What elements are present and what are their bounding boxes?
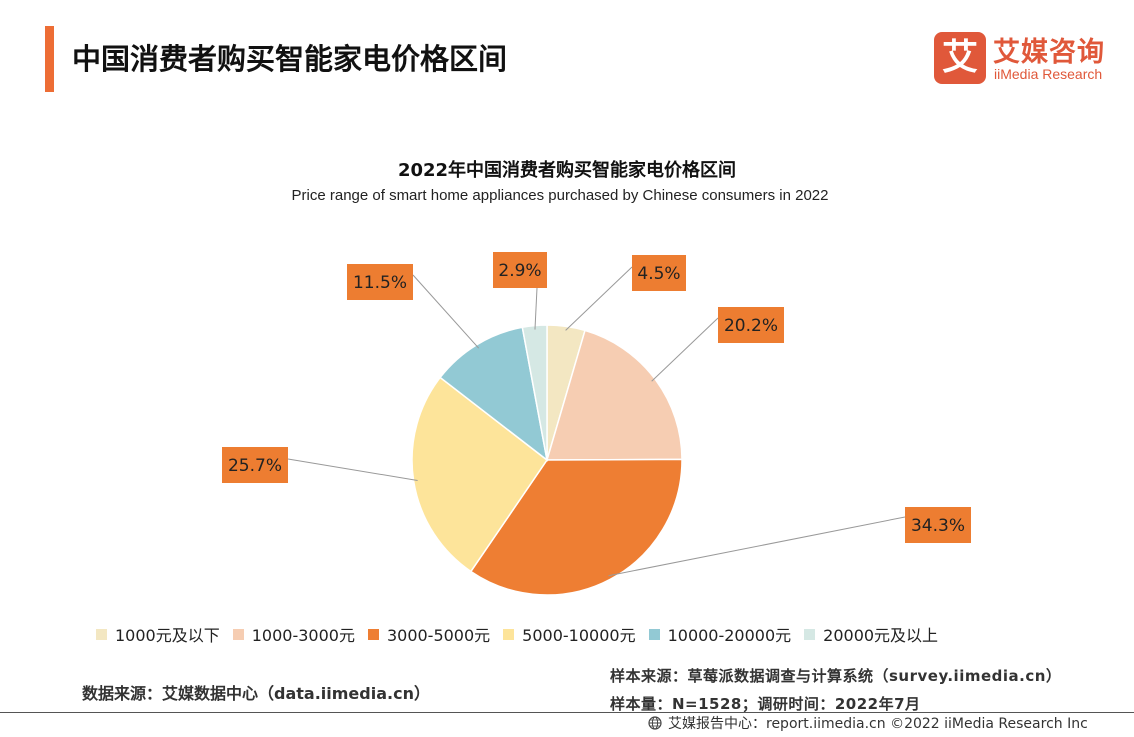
sample-source: 样本来源：草莓派数据调查与计算系统（survey.iimedia.cn） — [610, 667, 1062, 685]
logo-name-cn: 艾媒咨询 — [993, 37, 1105, 68]
data-label-box — [222, 447, 288, 483]
leader-line — [412, 274, 480, 349]
legend-swatch — [804, 628, 816, 640]
legend-item: 10000-20000元 — [648, 622, 792, 646]
legend-label: 5000-10000元 — [522, 626, 636, 645]
data-label: 2.9% — [498, 261, 541, 281]
data-label-box — [718, 307, 784, 343]
legend-label: 1000-3000元 — [251, 626, 355, 645]
pie-slice — [439, 326, 549, 462]
leader-line — [287, 458, 418, 481]
legend-swatch — [367, 628, 379, 640]
data-label-box — [905, 507, 971, 543]
logo-name-en: iiMedia Research — [994, 66, 1103, 82]
legend-swatch — [648, 628, 660, 640]
data-label-box — [347, 264, 413, 300]
chart-title: 2022年中国消费者购买智能家电价格区间 — [397, 160, 737, 181]
legend-swatch — [232, 628, 244, 640]
leader-line — [608, 516, 906, 577]
chart-legend: 1000元及以下 1000-3000元 3000-5000元 5000-10000元 1… — [96, 622, 951, 646]
legend-swatch — [96, 628, 107, 640]
legend-label: 10000-20000元 — [667, 626, 792, 645]
data-label-box — [493, 252, 547, 288]
globe-icon — [648, 716, 662, 730]
leader-line — [651, 317, 719, 382]
legend-swatch — [503, 628, 515, 640]
footer-divider — [0, 712, 1134, 713]
sample-size: 样本量：N=1528；调研时间：2022年7月 — [610, 695, 921, 713]
data-label-box — [632, 255, 686, 291]
data-source: 数据来源：艾媒数据中心（data.iimedia.cn） — [82, 684, 430, 703]
leader-line — [534, 287, 538, 330]
page-title: 中国消费者购买智能家电价格区间 — [72, 42, 508, 76]
legend-item: 1000-3000元 — [232, 622, 355, 646]
legend-label: 3000-5000元 — [386, 626, 491, 645]
data-label: 34.3% — [911, 516, 965, 536]
legend-item: 3000-5000元 — [367, 622, 491, 646]
logo-mark: 艾 — [934, 32, 986, 84]
pie-slice — [411, 376, 549, 573]
leader-line — [565, 266, 633, 331]
title-accent-bar — [45, 26, 54, 92]
pie-slice — [469, 458, 683, 596]
data-label: 25.7% — [228, 456, 282, 476]
pie-slice — [521, 324, 548, 461]
data-label: 4.5% — [637, 264, 680, 284]
legend-label: 1000元及以下 — [115, 626, 220, 645]
footer: 艾媒报告中心：report.iimedia.cn ©2022 iiMedia R… — [648, 713, 1088, 733]
data-label: 11.5% — [353, 273, 407, 293]
chart-subtitle: Price range of smart home appliances pur… — [291, 187, 829, 204]
legend-label: 20000元及以上 — [823, 626, 939, 645]
legend-item: 5000-10000元 — [503, 622, 636, 646]
data-label: 20.2% — [724, 316, 778, 336]
legend-item: 20000元及以上 — [804, 622, 938, 646]
legend-item: 1000元及以下 — [96, 622, 220, 646]
footer-text: 艾媒报告中心：report.iimedia.cn ©2022 iiMedia R… — [668, 716, 1088, 732]
